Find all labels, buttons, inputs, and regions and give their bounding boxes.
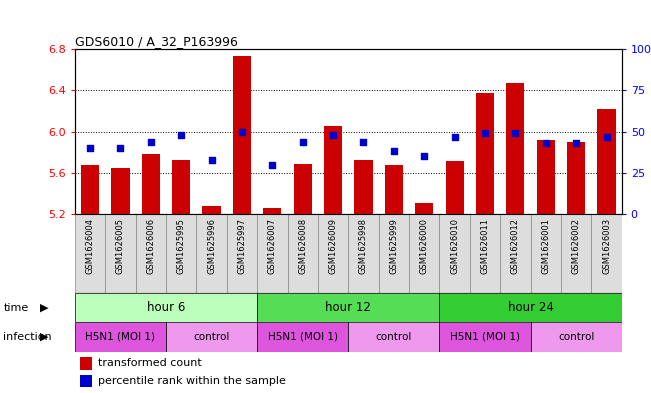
Bar [75,322,166,352]
Bar [348,322,439,352]
Point [328,132,339,138]
Bar [409,214,439,293]
Point [237,129,247,135]
Point [206,156,217,163]
Bar [506,83,525,214]
Bar [111,168,130,214]
Bar [324,127,342,214]
Bar [348,214,379,293]
Bar [197,214,227,293]
Text: GSM1626012: GSM1626012 [511,218,520,274]
Text: control: control [193,332,230,342]
Text: transformed count: transformed count [98,358,202,368]
Text: GSM1625997: GSM1625997 [238,218,247,274]
Bar [263,208,281,214]
Text: GSM1626010: GSM1626010 [450,218,459,274]
Text: H5N1 (MOI 1): H5N1 (MOI 1) [85,332,156,342]
Bar [531,214,561,293]
Bar [227,214,257,293]
Text: GDS6010 / A_32_P163996: GDS6010 / A_32_P163996 [75,35,238,48]
Point [449,134,460,140]
Bar [294,163,312,214]
Text: control: control [376,332,412,342]
Bar [166,214,197,293]
Text: GSM1626004: GSM1626004 [85,218,94,274]
Bar [288,214,318,293]
Point [480,130,490,136]
Bar [445,161,464,214]
Bar [567,142,585,214]
Point [85,145,95,151]
Bar [318,214,348,293]
Text: percentile rank within the sample: percentile rank within the sample [98,376,286,386]
Point [115,145,126,151]
Bar [470,214,500,293]
Bar [591,214,622,293]
Text: H5N1 (MOI 1): H5N1 (MOI 1) [268,332,338,342]
Bar [354,160,372,214]
Bar [166,322,257,352]
Bar [75,214,105,293]
Text: GSM1626006: GSM1626006 [146,218,156,274]
Text: GSM1625996: GSM1625996 [207,218,216,274]
Point [602,134,612,140]
Point [176,132,186,138]
Bar [476,94,494,214]
Bar [233,56,251,214]
Text: GSM1625999: GSM1625999 [389,218,398,274]
Bar [415,203,434,214]
Bar [105,214,135,293]
Bar [379,214,409,293]
Bar [561,214,591,293]
Text: GSM1626005: GSM1626005 [116,218,125,274]
Bar [536,140,555,214]
Bar [257,322,348,352]
Bar [75,293,257,322]
Bar [202,206,221,214]
Point [571,140,581,146]
Bar [439,293,622,322]
Bar [80,357,92,369]
Text: GSM1626000: GSM1626000 [420,218,429,274]
Text: GSM1626003: GSM1626003 [602,218,611,274]
Bar [142,154,160,214]
Bar [257,214,288,293]
Text: hour 6: hour 6 [147,301,185,314]
Text: ▶: ▶ [40,303,49,312]
Point [419,153,430,160]
Text: GSM1625995: GSM1625995 [176,218,186,274]
Bar [439,214,470,293]
Point [298,138,308,145]
Point [510,130,521,136]
Bar [172,160,190,214]
Text: GSM1626007: GSM1626007 [268,218,277,274]
Text: infection: infection [3,332,52,342]
Text: GSM1626002: GSM1626002 [572,218,581,274]
Point [540,140,551,146]
Bar [135,214,166,293]
Text: H5N1 (MOI 1): H5N1 (MOI 1) [450,332,520,342]
Text: control: control [558,332,594,342]
Text: time: time [3,303,29,312]
Point [267,162,277,168]
Text: GSM1626008: GSM1626008 [298,218,307,274]
Text: hour 12: hour 12 [326,301,371,314]
Text: hour 24: hour 24 [508,301,553,314]
Bar [439,322,531,352]
Bar [257,293,439,322]
Text: ▶: ▶ [40,332,49,342]
Bar [80,375,92,387]
Bar [385,165,403,214]
Point [389,148,399,154]
Bar [531,322,622,352]
Bar [598,109,616,214]
Point [358,138,368,145]
Bar [81,165,99,214]
Text: GSM1626011: GSM1626011 [480,218,490,274]
Bar [500,214,531,293]
Text: GSM1625998: GSM1625998 [359,218,368,274]
Point [146,138,156,145]
Text: GSM1626009: GSM1626009 [329,218,338,274]
Text: GSM1626001: GSM1626001 [541,218,550,274]
